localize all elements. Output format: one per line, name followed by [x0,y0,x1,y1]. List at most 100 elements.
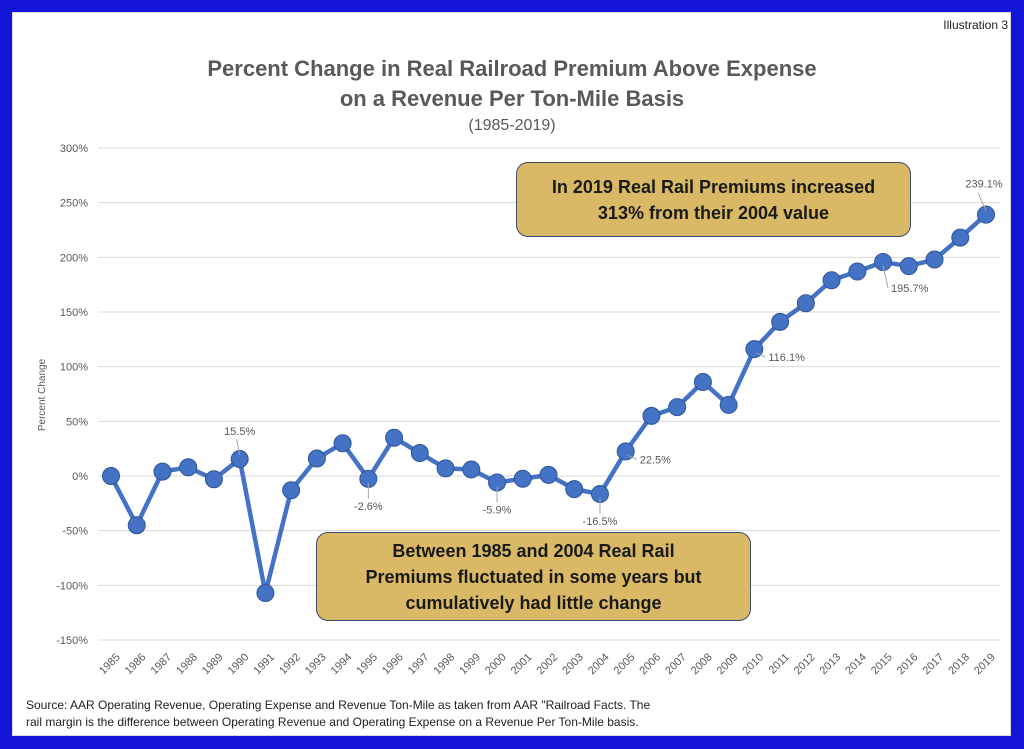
chart-subtitle: (1985-2019) [468,117,556,134]
x-tick-label: 2000 [483,651,509,677]
x-tick-label: 2011 [767,651,792,676]
x-axis-ticks: 1985 1986 1987 1988 1989 1990 1991 1992 1993 1994… [97,651,998,677]
data-point-1998 [436,459,455,478]
x-tick-label: 2019 [972,651,998,677]
data-point-2011 [771,312,790,331]
data-point-1999 [462,460,481,479]
data-point-1997 [410,444,429,463]
data-label-2015: 195.7% [891,283,929,295]
x-tick-label: 1996 [380,651,406,677]
data-point-2007 [668,398,687,417]
data-label-2000: -5.9% [483,504,512,516]
x-tick-label: 2017 [921,651,947,677]
x-tick-label: 2016 [895,651,921,677]
illustration-label: Illustration 3 [943,18,1008,32]
y-tick-label: 100% [60,362,88,374]
y-axis-label: Percent Change [37,358,48,431]
data-point-2016 [899,257,918,276]
data-label-2010: 116.1% [768,352,805,364]
data-labels: 15.5% -2.6% -5.9% -16.5% 22.5% 116.1% 195.7% 23… [224,179,1003,528]
annotation-1985-2004: Between 1985 and 2004 Real Rail Premiums… [316,532,751,621]
x-tick-label: 1990 [226,651,252,677]
data-label-leader [236,438,241,456]
data-label-2019: 239.1% [965,179,1003,191]
y-tick-label: 50% [66,416,88,428]
x-tick-label: 2015 [869,651,895,677]
x-tick-label: 1991 [251,651,277,677]
y-tick-label: 200% [60,252,88,264]
x-tick-label: 2014 [843,651,869,677]
y-tick-label: 150% [60,307,88,319]
x-tick-label: 2012 [792,651,818,677]
data-label-leader [882,265,889,289]
data-point-2001 [513,469,532,488]
data-point-1996 [385,428,404,447]
x-tick-label: 2010 [740,651,766,677]
data-label-1995: -2.6% [354,501,383,513]
data-point-1993 [307,449,326,468]
source-note-line2: rail margin is the difference between Op… [26,715,639,729]
y-tick-label: 0% [72,471,88,483]
chart-title-line2: on a Revenue Per Ton-Mile Basis [339,86,685,111]
series-percent-change [102,205,995,602]
data-point-2014 [848,262,867,281]
x-tick-label: 2006 [637,651,663,677]
y-tick-label: -100% [56,580,88,592]
data-point-1987 [153,462,172,481]
data-point-1991 [256,583,275,602]
x-tick-label: 1993 [303,651,329,677]
data-label-leader [627,454,637,460]
x-tick-label: 1988 [174,651,200,677]
data-point-2009 [719,395,738,414]
data-point-2017 [925,250,944,269]
x-tick-label: 2005 [612,651,638,677]
data-point-1989 [204,470,223,489]
data-point-2015 [874,253,893,272]
data-point-1986 [127,516,146,535]
x-tick-label: 1998 [432,651,458,677]
x-tick-label: 1992 [277,651,303,677]
annotation-2019-increase: In 2019 Real Rail Premiums increased 313… [516,162,911,237]
x-tick-label: 2003 [560,651,586,677]
data-point-1990 [230,450,249,469]
x-tick-label: 1995 [354,651,380,677]
annotation-1985-2004-line1: Between 1985 and 2004 Real Rail [392,540,675,561]
x-tick-label: 2002 [534,651,560,677]
data-point-1994 [333,434,352,453]
data-point-2002 [539,465,558,484]
x-tick-label: 2018 [946,651,972,677]
data-point-2019 [977,205,995,224]
data-label-leader [977,192,987,211]
x-tick-label: 1999 [457,651,483,677]
data-label-1990: 15.5% [224,426,255,438]
data-point-2006 [642,406,661,425]
data-point-2005 [616,442,635,461]
x-tick-label: 1997 [406,651,432,677]
x-tick-label: 1985 [97,651,123,677]
data-label-2005: 22.5% [640,454,671,466]
y-tick-label: 300% [60,143,88,155]
chart-title-line1: Percent Change in Real Railroad Premium … [207,56,817,81]
data-point-2008 [693,372,712,391]
y-tick-label: -150% [56,635,88,647]
data-point-2013 [822,271,841,290]
data-label-2004: -16.5% [583,516,618,528]
x-tick-label: 1986 [123,651,149,677]
x-tick-label: 1994 [329,651,355,677]
x-tick-label: 2009 [715,651,741,677]
data-label-leader [756,352,766,358]
x-tick-label: 2004 [586,651,612,677]
x-tick-label: 2001 [509,651,535,677]
annotation-2019-line2: 313% from their 2004 value [597,202,830,223]
annotation-1985-2004-line3: cumulatively had little change [405,592,662,613]
data-point-1992 [282,481,301,500]
data-point-2018 [951,228,970,247]
chart-title: Percent Change in Real Railroad Premium … [0,54,1024,114]
y-tick-label: 250% [60,198,88,210]
data-point-2003 [565,480,584,499]
y-axis-ticks: 300% 250% 200% 150% 100% 50% 0% -50% -100% -150% [56,143,88,647]
annotation-2019-line1: In 2019 Real Rail Premiums increased [551,176,876,197]
data-point-2010 [745,340,764,359]
x-tick-label: 1989 [200,651,226,677]
